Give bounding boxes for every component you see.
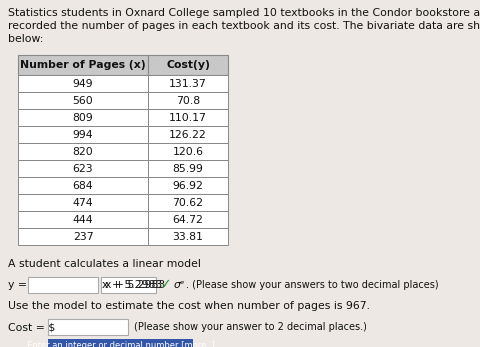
Text: 120.6: 120.6 [172,146,204,156]
Text: 70.8: 70.8 [176,95,200,105]
Text: 684: 684 [72,180,93,191]
Text: below:: below: [8,34,43,44]
Text: Statistics students in Oxnard College sampled 10 textbooks in the Condor booksto: Statistics students in Oxnard College sa… [8,8,480,18]
Text: 33.81: 33.81 [173,231,204,242]
Bar [18,194,148,211]
Bar [18,211,148,228]
Bar [148,143,228,160]
Text: 64.72: 64.72 [173,214,204,225]
Text: . (Please show your answers to two decimal places): . (Please show your answers to two decim… [186,280,439,290]
Text: 809: 809 [72,112,94,122]
Bar [148,55,228,75]
Bar [148,75,228,92]
Bar [18,55,148,75]
Text: (Please show your answer to 2 decimal places.): (Please show your answer to 2 decimal pl… [134,322,367,332]
Text: 623: 623 [72,163,93,174]
Bar [18,177,148,194]
Text: x + 5.2983: x + 5.2983 [105,280,165,290]
Text: 85.99: 85.99 [173,163,204,174]
Bar [148,109,228,126]
Text: Use the model to estimate the cost when number of pages is 967.: Use the model to estimate the cost when … [8,301,370,311]
Text: 820: 820 [72,146,94,156]
Bar [18,109,148,126]
Text: 110.17: 110.17 [169,112,207,122]
Text: 444: 444 [72,214,93,225]
Bar [48,319,128,335]
Bar [101,277,156,293]
Bar [148,92,228,109]
Bar [148,177,228,194]
Text: 96.92: 96.92 [173,180,204,191]
Text: recorded the number of pages in each textbook and its cost. The bivariate data a: recorded the number of pages in each tex… [8,21,480,31]
Bar [148,194,228,211]
Text: Enter an integer or decimal number [more..]: Enter an integer or decimal number [more… [26,341,215,347]
Text: ✓: ✓ [160,279,170,291]
Text: 474: 474 [72,197,93,208]
Text: σᵉ: σᵉ [174,280,185,290]
Bar [148,126,228,143]
Text: 949: 949 [72,78,93,88]
Text: 560: 560 [72,95,94,105]
Text: y =: y = [8,280,27,290]
Text: 126.22: 126.22 [169,129,207,139]
Bar [18,92,148,109]
Text: A student calculates a linear model: A student calculates a linear model [8,259,201,269]
Text: Cost(y): Cost(y) [166,60,210,70]
Text: Cost = $: Cost = $ [8,322,55,332]
Bar [18,160,148,177]
Bar [18,75,148,92]
Text: 70.62: 70.62 [172,197,204,208]
Text: 131.37: 131.37 [169,78,207,88]
Bar [18,143,148,160]
Bar [148,211,228,228]
Bar [18,228,148,245]
Bar [18,126,148,143]
Text: 994: 994 [72,129,93,139]
Text: Number of Pages (x): Number of Pages (x) [20,60,146,70]
Bar [148,160,228,177]
Bar [28,277,98,293]
Bar [148,228,228,245]
Text: x + 5.2983: x + 5.2983 [102,280,162,290]
Text: 237: 237 [72,231,93,242]
Bar [48,339,193,347]
